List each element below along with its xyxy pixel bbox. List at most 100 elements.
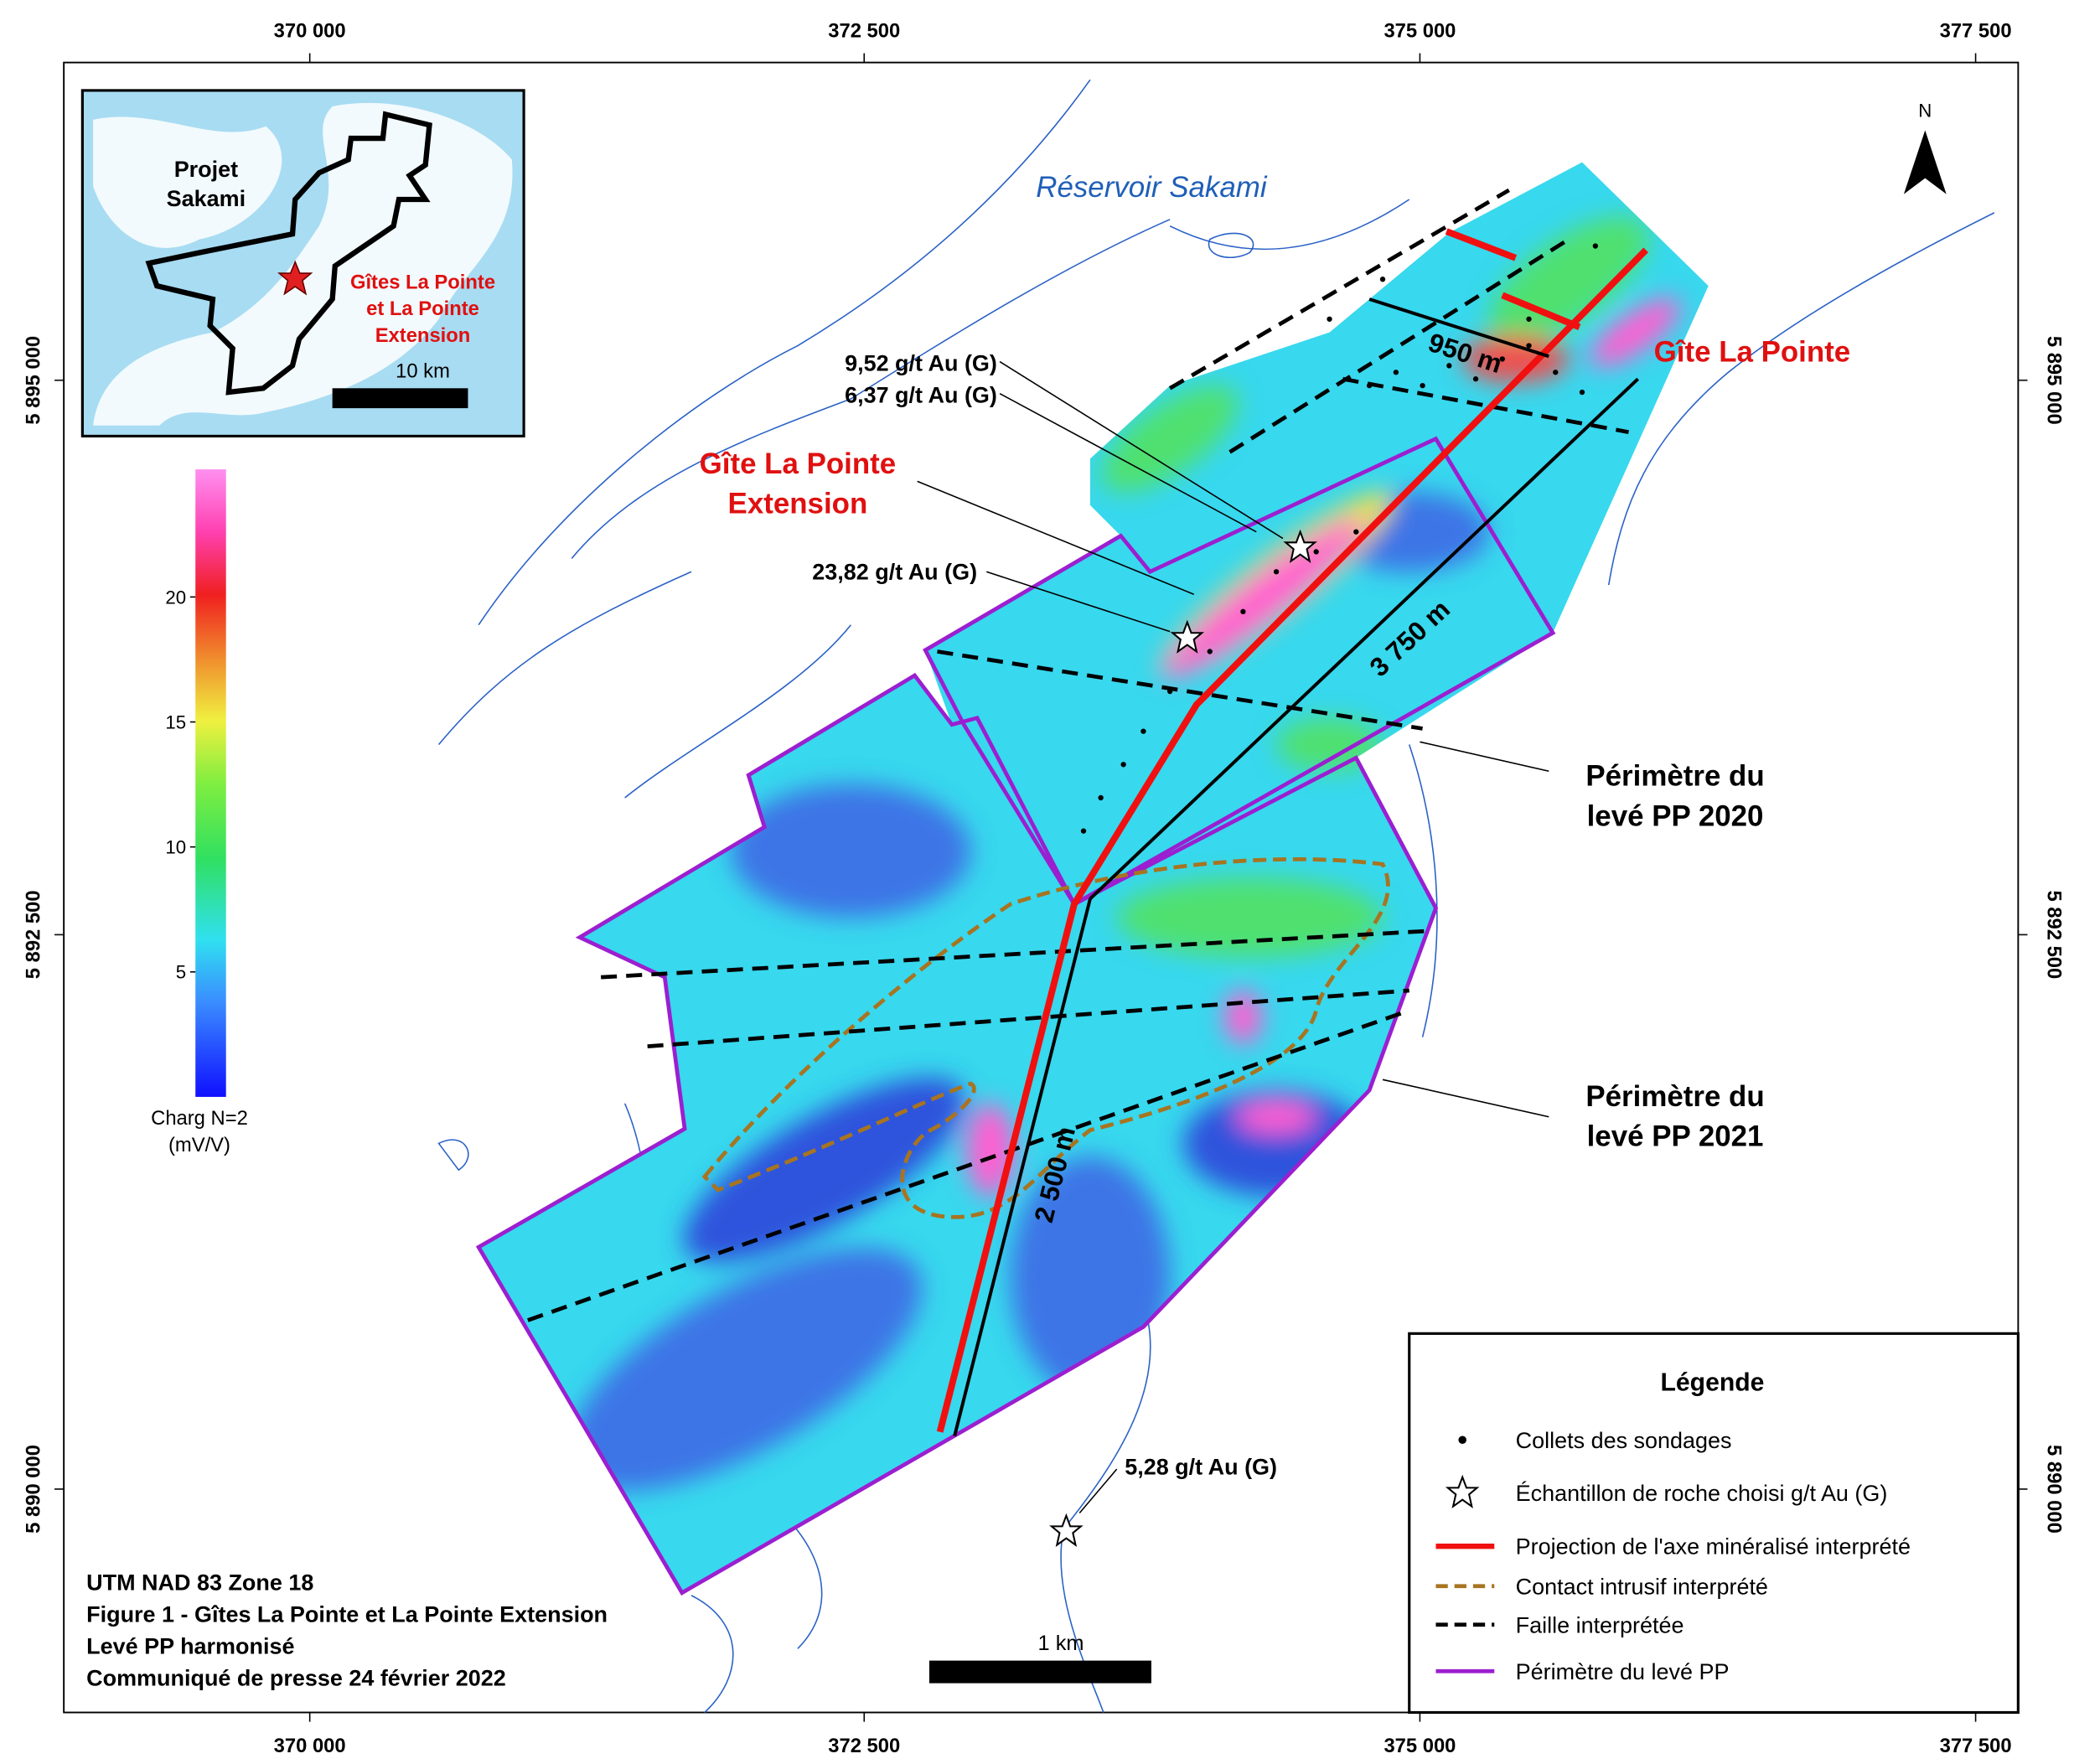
inset-deposit-label: et La Pointe — [366, 297, 479, 320]
easting-label: 372 500 — [828, 1735, 900, 1757]
collar — [1446, 363, 1452, 369]
collar — [1553, 370, 1559, 375]
colorbar-tick-label: 5 — [176, 962, 186, 983]
collar — [1140, 728, 1146, 734]
colorbar-label: (mV/V) — [168, 1134, 230, 1156]
leader — [999, 360, 1284, 540]
survey-label: Périmètre du — [1585, 760, 1764, 793]
colorbar-tick-label: 15 — [165, 711, 186, 732]
collar — [1379, 277, 1386, 282]
legend-label: Faille interprétée — [1516, 1612, 1684, 1637]
legend-label: Collets des sondages — [1516, 1428, 1732, 1453]
rock-samples — [1049, 529, 1317, 1547]
intrusive-contact — [701, 856, 1390, 1219]
scale-bar-label: 1 km — [1038, 1632, 1084, 1655]
inset-deposit-label: Extension — [375, 324, 471, 347]
easting-label: 375 000 — [1384, 19, 1456, 42]
north-arrow-shape — [1903, 130, 1947, 194]
collar — [1240, 608, 1246, 615]
northing-label: 5 895 000 — [23, 336, 45, 425]
fault — [647, 988, 1409, 1049]
heat-high — [1462, 334, 1570, 383]
survey-perimeters — [475, 436, 1556, 1596]
colorbar: Charg N=2 (mV/V) 5 10 15 20 — [151, 469, 248, 1156]
deposit-label: Extension — [728, 487, 868, 520]
inset-title: Projet — [174, 157, 238, 182]
deposit-label: Gîte La Pointe — [700, 447, 897, 480]
collar — [1207, 649, 1213, 654]
fault — [937, 649, 1423, 731]
leader — [1382, 1079, 1549, 1118]
distance-arrows — [953, 297, 1639, 1436]
survey-label: levé PP 2020 — [1587, 799, 1764, 832]
survey-label: levé PP 2021 — [1587, 1120, 1764, 1153]
fault — [600, 929, 1434, 980]
inset-scale-bar — [332, 388, 468, 409]
leader — [1078, 1468, 1118, 1514]
collar — [1098, 794, 1104, 801]
easting-label: 377 500 — [1940, 19, 2012, 42]
axis-projection — [1501, 292, 1581, 330]
leader — [917, 480, 1195, 595]
axis-projection — [1445, 228, 1518, 261]
fault — [1342, 376, 1629, 434]
scale-bar — [928, 1660, 1151, 1684]
title-line: Communiqué de presse 24 février 2022 — [86, 1666, 506, 1691]
deposit-star — [277, 260, 313, 296]
mineralized-axis — [936, 228, 1648, 1433]
legend: Légende Collets des sondages Échantillon … — [1408, 1332, 2020, 1715]
sample-star — [1283, 529, 1317, 563]
colorbar-tick-label: 20 — [165, 587, 186, 608]
heat-peak — [1236, 1100, 1316, 1133]
distance-arrow — [953, 898, 1092, 1436]
northing-label: 5 890 000 — [23, 1445, 45, 1534]
heat-low — [566, 1248, 922, 1491]
collar — [1499, 356, 1505, 362]
distance-arrow — [1089, 377, 1639, 900]
north-arrow: N — [1903, 101, 1947, 194]
collar — [1313, 549, 1319, 555]
heat-low — [683, 1078, 965, 1263]
collar — [1273, 569, 1280, 575]
sample-label: 23,82 g/t Au (G) — [812, 560, 977, 585]
leader — [985, 571, 1171, 633]
survey-2021-perimeter — [475, 672, 1439, 1596]
inset-land — [93, 102, 513, 426]
inset-deposit-label: Gîtes La Pointe — [350, 271, 495, 293]
title-block: UTM NAD 83 Zone 18 Figure 1 - Gîtes La Po… — [86, 1570, 608, 1691]
collar — [1120, 762, 1126, 768]
water-label: Réservoir Sakami — [1036, 171, 1268, 204]
coordinate-labels: 370 000 370 000 372 500 372 500 375 000 375 0… — [23, 19, 2066, 1757]
title-line: Figure 1 - Gîtes La Pointe et La Pointe … — [86, 1602, 608, 1627]
collar — [1592, 243, 1599, 249]
legend-title: Légende — [1661, 1369, 1765, 1397]
collar — [1526, 343, 1532, 349]
north-label: N — [1918, 101, 1932, 122]
collar — [1420, 382, 1425, 389]
northing-label: 5 892 500 — [2042, 890, 2065, 979]
heat-peak — [1162, 519, 1364, 678]
heat-low — [731, 784, 971, 918]
northing-label: 5 892 500 — [23, 890, 45, 979]
northing-label: 5 890 000 — [2042, 1445, 2065, 1534]
project-outline — [145, 111, 432, 396]
heat-peak — [1224, 991, 1262, 1044]
inset-map: Projet Sakami Gîtes La Pointe et La Poin… — [80, 89, 525, 438]
legend-symbol — [1445, 1474, 1480, 1508]
colorbar-tick-label: 10 — [165, 837, 186, 858]
easting-label: 372 500 — [828, 19, 900, 42]
legend-label: Échantillon de roche choisi g/t Au (G) — [1516, 1481, 1888, 1506]
legend-label: Contact intrusif interprété — [1516, 1574, 1768, 1599]
sample-label: 9,52 g/t Au (G) — [845, 351, 997, 376]
fault — [1168, 188, 1510, 391]
easting-label: 377 500 — [1940, 1735, 2012, 1757]
collar — [1366, 382, 1373, 389]
heat-peak — [1590, 297, 1680, 367]
heat-mid — [1101, 385, 1239, 493]
collar — [1579, 389, 1585, 396]
sample-star — [1049, 1513, 1084, 1547]
faults — [527, 188, 1629, 1322]
collar — [1526, 316, 1532, 322]
leader-lines — [917, 360, 1549, 1514]
